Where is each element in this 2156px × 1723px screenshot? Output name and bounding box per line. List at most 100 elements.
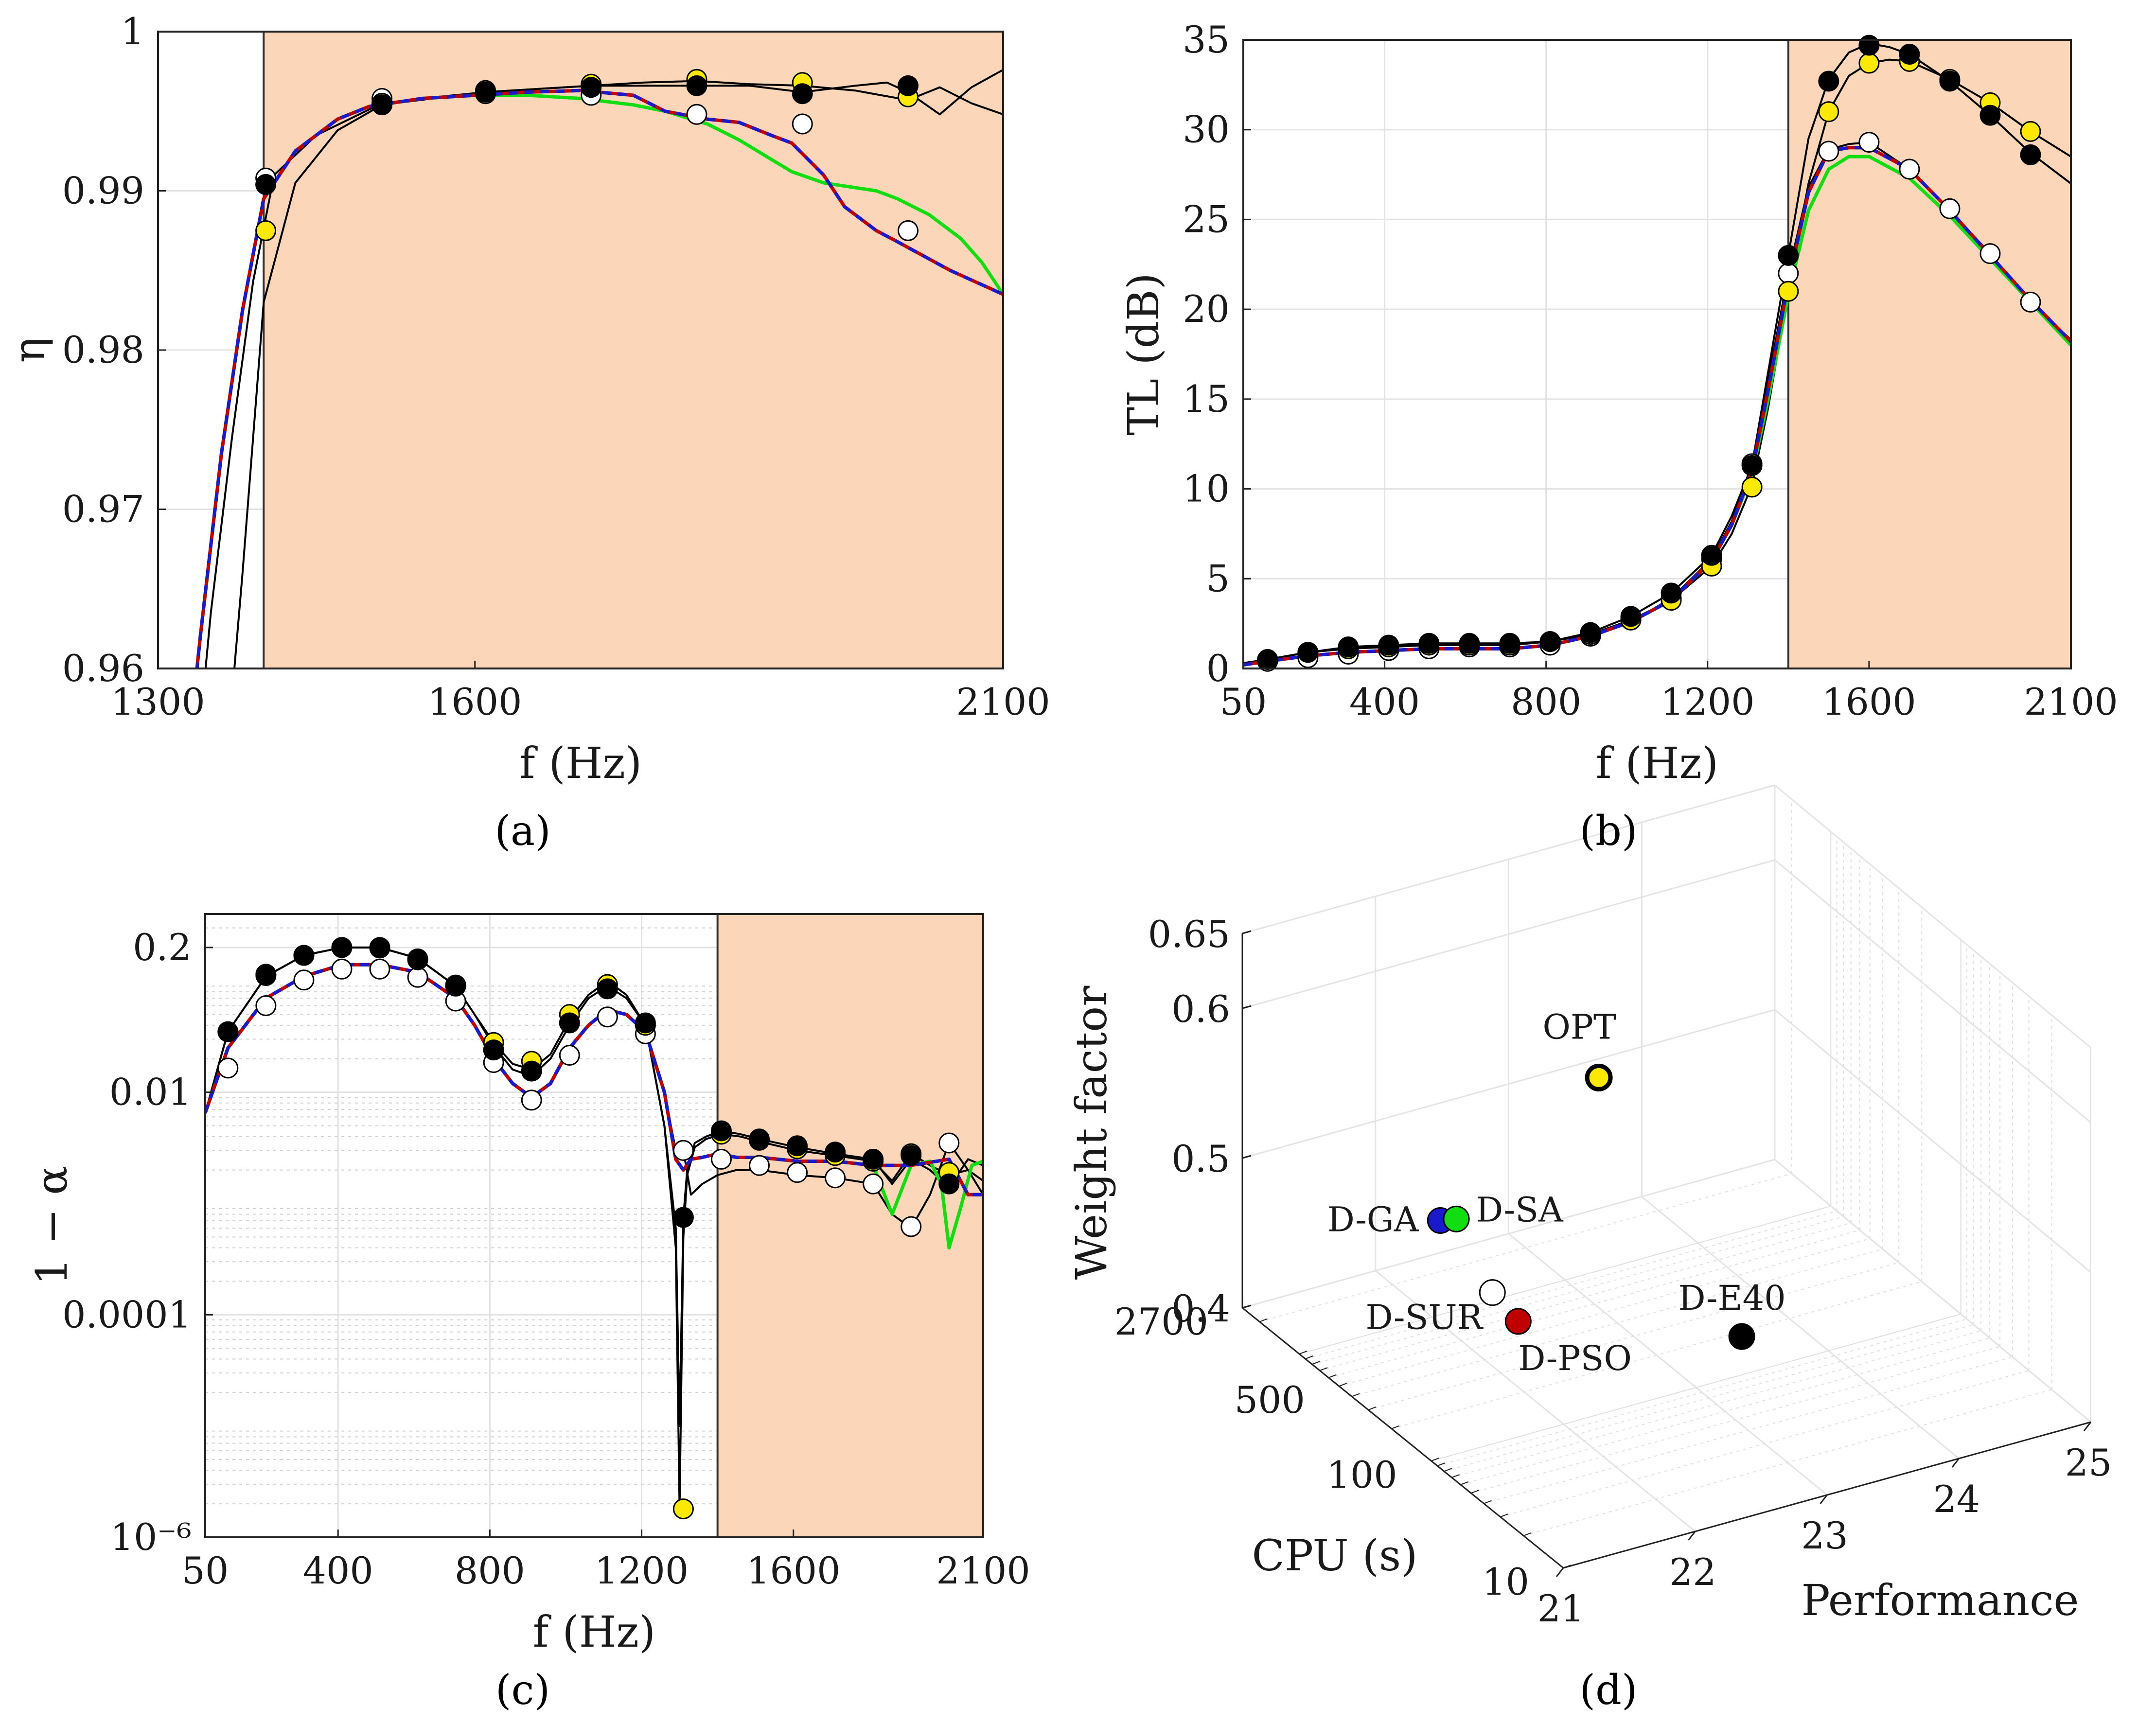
x-tick-label: 50 (1220, 680, 1267, 723)
marker-d-sur (369, 958, 390, 980)
marker-d-e40 (901, 1145, 922, 1166)
marker-d-e40 (1338, 636, 1359, 658)
right-wall-grid-h (1774, 1009, 2091, 1273)
weight-tick-label: 0.5 (1171, 1137, 1230, 1180)
marker-d-e40 (521, 1060, 542, 1082)
marker-d-e40 (635, 1012, 656, 1034)
marker-d-e40 (1778, 245, 1799, 266)
cpu-tick-mark (1523, 1532, 1532, 1536)
y-tick-label: 0.97 (62, 488, 144, 531)
perf-tick-mark (1688, 1531, 1696, 1541)
marker-d-sur (293, 969, 315, 991)
shaded-region (263, 31, 1004, 669)
weight-tick-mark (1242, 1005, 1252, 1009)
perf-tick-mark (2083, 1422, 2092, 1431)
marker-d-e40 (1899, 44, 1920, 65)
back-wall-grid-h (1242, 784, 1775, 934)
floor-grid-perf (1375, 1270, 1696, 1532)
axes-box (1242, 39, 2072, 669)
x-tick-label: 1200 (595, 1549, 689, 1592)
floor-grid-cpu (1368, 1262, 1899, 1410)
marker-d-e40 (710, 1120, 732, 1142)
shaded-region (716, 913, 985, 1538)
marker-d-sur (1939, 198, 1961, 219)
floor-grid-perf (1641, 1196, 1960, 1459)
marker-d-sur (901, 1216, 922, 1237)
marker-d-sur (559, 1045, 580, 1066)
back-wall-grid-h (1242, 859, 1775, 1009)
marker-opt (672, 1498, 694, 1520)
marker-d-sur (938, 1132, 960, 1154)
marker-d-e40 (749, 1128, 770, 1150)
y-tick-label: 10⁻⁶ (110, 1515, 192, 1559)
marker-d-e40 (559, 1012, 580, 1034)
cpu-tick-mark (1437, 1462, 1446, 1466)
x-tick-label: 1600 (746, 1549, 840, 1592)
marker-d-e40 (255, 965, 277, 986)
performance-tick-label: 23 (1801, 1514, 1848, 1557)
marker-d-e40 (1939, 70, 1961, 92)
x-tick-label: 50 (182, 1549, 229, 1592)
weight-tick-label: 0.6 (1171, 987, 1230, 1031)
panel-a-chart: 1300 1600 2100 0.96 0.97 0.98 0.99 1 f (Hz) η (4, 10, 1050, 788)
x-axis-label: f (Hz) (1596, 738, 1718, 788)
marker-d-e40 (1257, 649, 1278, 670)
marker-d-e40 (1858, 35, 1880, 56)
x-axis-label: f (Hz) (533, 1607, 655, 1657)
marker-opt (1858, 53, 1880, 74)
performance-tick-label: 21 (1537, 1587, 1585, 1630)
cpu-tick-mark (1444, 1468, 1452, 1472)
marker-d-e40 (1701, 545, 1722, 566)
marker-d-sur (521, 1090, 542, 1111)
y-tick-label: 0.98 (62, 328, 144, 371)
y-tick-label: 15 (1183, 377, 1230, 421)
marker-d-e40 (1979, 105, 2001, 126)
marker-d-sur (710, 1148, 732, 1170)
cpu-tick-mark (1500, 1513, 1508, 1517)
cpu-tick-mark (1351, 1393, 1360, 1397)
marker-d-sur (1899, 158, 1920, 180)
marker-d-e40 (293, 945, 315, 966)
cpu-tick-mark (1305, 1355, 1313, 1359)
caption-d: (d) (1579, 1666, 1637, 1714)
cpu-tick-mark (1312, 1361, 1320, 1365)
right-wall-grid-h (1774, 859, 2091, 1124)
marker-d-e40 (331, 937, 353, 958)
marker-d-e40 (1741, 455, 1763, 476)
marker-d-e40 (1580, 622, 1601, 643)
marker-d-sur (331, 958, 353, 980)
y-tick-label: 35 (1183, 18, 1230, 61)
marker-d-sur (787, 1162, 808, 1183)
series-markers (217, 937, 960, 1520)
marker-d-sur (597, 1006, 618, 1028)
y-tick-label: 0.96 (62, 647, 144, 690)
marker-d-e40 (597, 978, 618, 1000)
performance-axis-label: Performance (1802, 1575, 2079, 1625)
x-tick-label: 400 (1349, 680, 1420, 723)
x-tick-label: 2100 (2024, 680, 2118, 723)
cpu-tick-mark (1299, 1350, 1308, 1354)
y-tick-label: 20 (1183, 287, 1230, 331)
cpu-tick-mark (1328, 1374, 1337, 1378)
cpu-tick-mark (1484, 1500, 1492, 1504)
floor-grid-perf (1508, 1233, 1828, 1496)
marker-d-e40 (1539, 631, 1561, 652)
marker-d-sur (1818, 141, 1839, 162)
y-tick-label: 1 (121, 10, 144, 53)
caption-b: (b) (1579, 807, 1637, 855)
floor-grid-cpu (1500, 1370, 2029, 1517)
y-tick-label: 0.99 (62, 169, 144, 212)
point-d-e40 (1728, 1323, 1755, 1350)
panel-c-chart: 50 400 800 1200 1600 2100 10⁻⁶ 0.0001 0.01 0.2 f (… (27, 913, 1030, 1657)
y-tick-label: 0.2 (133, 926, 192, 969)
y-tick-label: 0.01 (109, 1071, 192, 1114)
marker-d-sur (1778, 263, 1799, 284)
scatter-points: OPT D-GA D-SA D-SUR D-PSO D-E40 (1327, 1007, 1786, 1378)
performance-tick-label: 24 (1933, 1477, 1980, 1521)
marker-d-sur (686, 104, 707, 125)
marker-d-e40 (255, 174, 277, 195)
marker-d-sur (672, 1140, 694, 1161)
perf-tick-mark (1820, 1494, 1828, 1504)
marker-d-sur (407, 967, 428, 988)
floor-grid-cpu (1299, 1205, 1831, 1354)
